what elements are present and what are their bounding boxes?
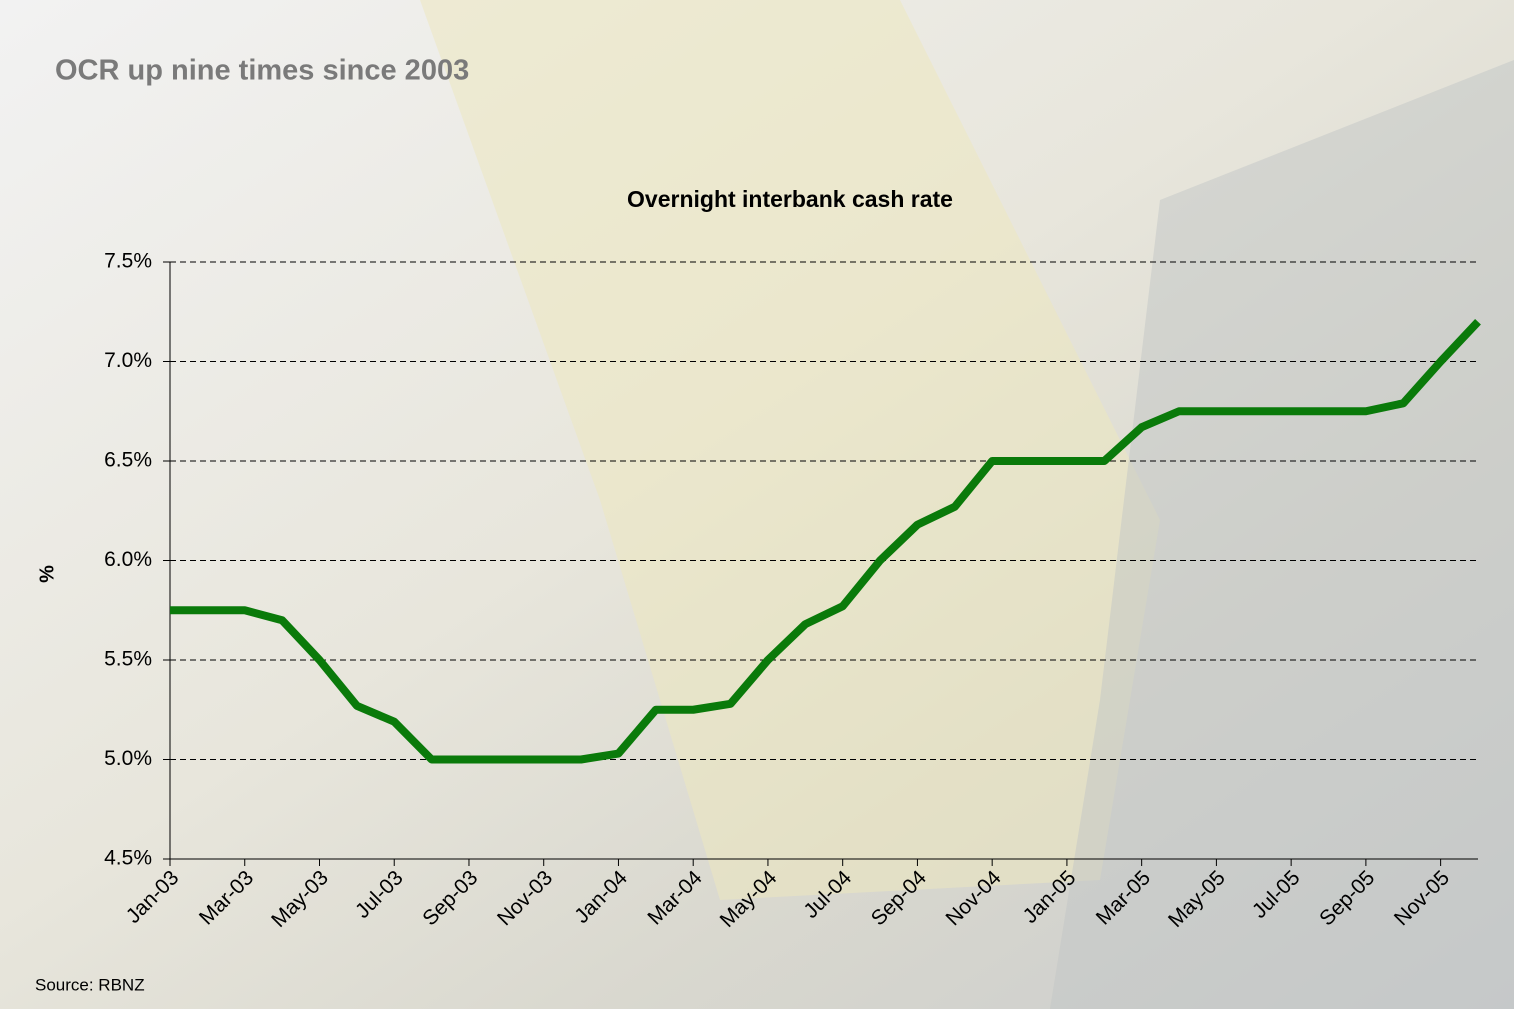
- slide-title: OCR up nine times since 2003: [55, 55, 469, 87]
- background-sail: [420, 0, 1160, 900]
- y-tick-label: 7.0%: [104, 349, 152, 372]
- background-hull: [1050, 60, 1514, 1009]
- y-tick-label: 4.5%: [104, 847, 152, 870]
- y-tick-label: 7.5%: [104, 250, 152, 273]
- y-tick-label: 5.5%: [104, 648, 152, 671]
- rate-line: [170, 318, 1481, 764]
- y-tick-label: 6.0%: [104, 548, 152, 571]
- chart-title: Overnight interbank cash rate: [627, 186, 953, 212]
- y-tick-label: 6.5%: [104, 449, 152, 472]
- y-tick-label: 5.0%: [104, 747, 152, 770]
- source-note: Source: RBNZ: [35, 975, 145, 994]
- y-axis-label: %: [36, 565, 58, 583]
